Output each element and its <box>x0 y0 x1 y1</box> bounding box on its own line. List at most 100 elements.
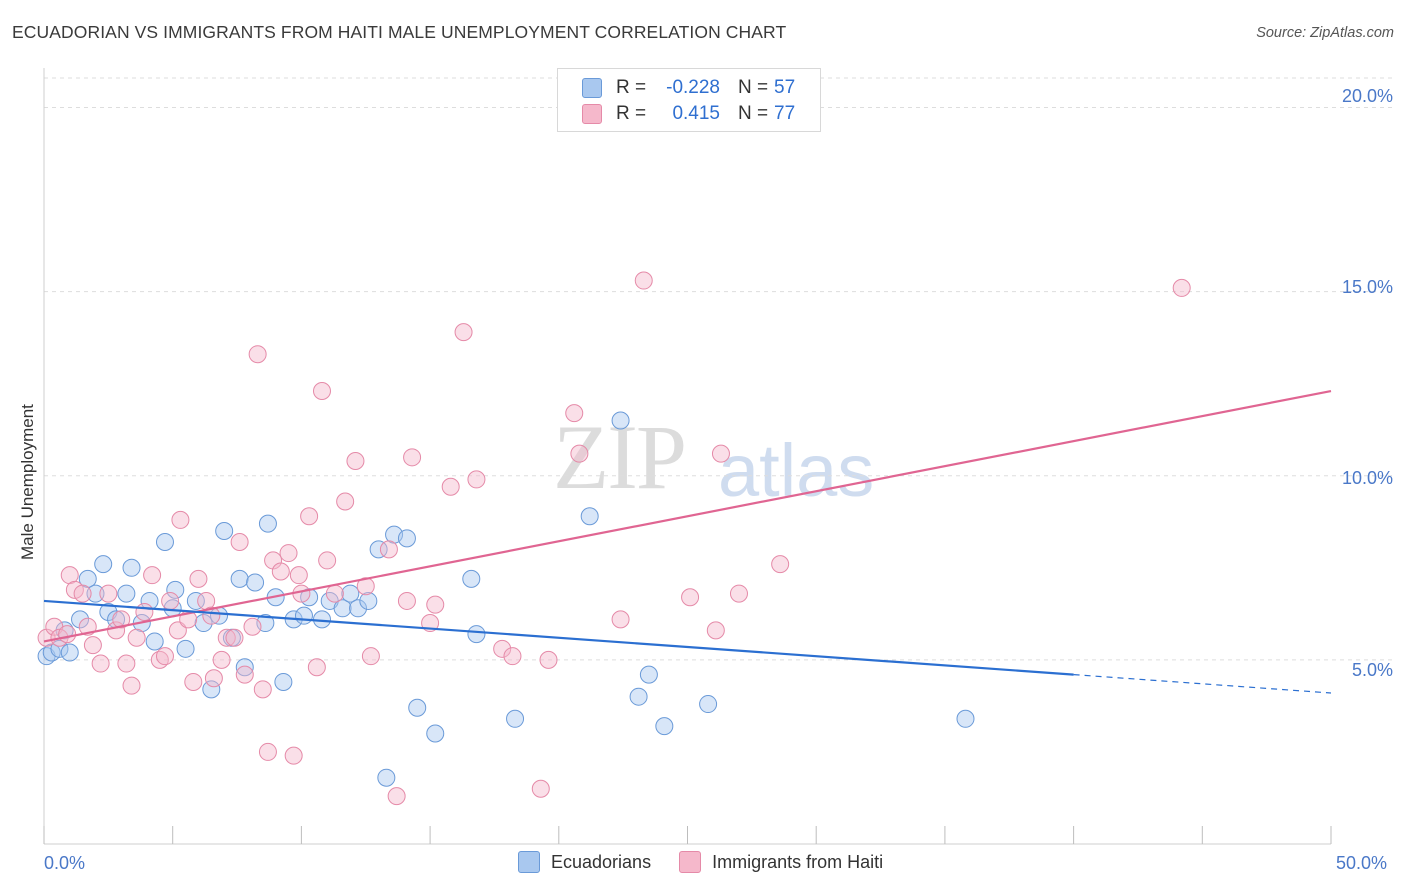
ecuadorians-point <box>145 632 164 651</box>
legend-item-ecuadorians[interactable]: Ecuadorians <box>518 851 651 873</box>
n-label: N = <box>738 103 769 124</box>
haiti-point <box>426 595 445 614</box>
ecuadorians-point <box>202 680 221 699</box>
haiti-point <box>611 610 630 629</box>
haiti-point <box>300 507 319 526</box>
haiti-point <box>634 271 653 290</box>
ecuadorians-point <box>215 521 234 540</box>
ecuadorians-point <box>274 672 293 691</box>
y-tick-20: 20.0% <box>1341 86 1393 106</box>
haiti-point <box>112 610 131 629</box>
ecuadorians-point <box>86 584 105 603</box>
haiti-point <box>155 647 174 666</box>
legend-item-haiti[interactable]: Immigrants from Haiti <box>679 851 883 873</box>
ecuadorians-point <box>117 584 136 603</box>
haiti-point <box>336 492 355 511</box>
ecuadorians-point <box>359 591 378 610</box>
r-label: R = <box>616 103 647 124</box>
haiti-point <box>204 669 223 688</box>
haiti-point <box>248 345 267 364</box>
x-tick-50: 50.0% <box>1336 853 1388 873</box>
ecuadorians-point <box>467 625 486 644</box>
haiti-point <box>184 672 203 691</box>
ecuadorians-point <box>341 584 360 603</box>
haiti-point <box>318 551 337 570</box>
ecuadorians-trend-line <box>43 599 1074 676</box>
pink-swatch <box>679 851 702 873</box>
n-value: 77 <box>774 103 796 124</box>
n-label: N = <box>738 77 769 98</box>
haiti-point <box>212 650 231 669</box>
haiti-point <box>539 650 558 669</box>
ecuadorians-point <box>194 614 213 633</box>
haiti-point <box>454 323 473 342</box>
ecuadorians-point <box>611 411 630 430</box>
haiti-point <box>729 584 748 603</box>
haiti-point <box>346 452 365 470</box>
r-value: -0.228 <box>666 77 720 98</box>
legend-label-ecuadorians: Ecuadorians <box>551 851 652 872</box>
legend-row-ecuadorians: R = -0.228 N = 57 <box>582 75 795 101</box>
haiti-point <box>99 584 118 603</box>
haiti-point <box>73 584 92 603</box>
haiti-point <box>441 477 460 496</box>
source-label: Source: ZipAtlas.com <box>1256 25 1394 41</box>
pink-swatch <box>582 104 602 124</box>
series-legend: Ecuadorians Immigrants from Haiti <box>518 851 911 873</box>
ecuadorians-point <box>462 569 481 588</box>
legend-label-haiti: Immigrants from Haiti <box>712 851 884 872</box>
ecuadorians-point <box>235 658 254 677</box>
ecuadorians-point <box>629 687 648 706</box>
ecuadorians-point <box>956 709 975 728</box>
haiti-point <box>171 510 190 529</box>
haiti-point <box>58 625 77 644</box>
watermark-atlas: atlas <box>718 429 875 512</box>
haiti-point <box>325 584 344 603</box>
r-label: R = <box>616 77 647 98</box>
haiti-point <box>189 569 208 588</box>
haiti-point <box>271 562 290 581</box>
haiti-point <box>570 444 589 463</box>
haiti-point <box>711 444 730 463</box>
haiti-point <box>235 665 254 684</box>
haiti-point <box>78 617 97 636</box>
haiti-point <box>284 746 303 765</box>
x-tick-0: 0.0% <box>44 853 86 873</box>
ecuadorians-point <box>426 724 445 743</box>
haiti-point <box>387 787 406 806</box>
axes <box>43 68 1332 845</box>
ecuadorians-point <box>230 569 249 588</box>
y-axis-label: Male Unemployment <box>18 404 37 560</box>
chart-title: ECUADORIAN VS IMMIGRANTS FROM HAITI MALE… <box>12 22 787 42</box>
haiti-point <box>150 650 169 669</box>
haiti-point <box>127 628 146 647</box>
haiti-point <box>91 654 110 673</box>
ecuadorians-point <box>349 599 368 618</box>
haiti-trend-line <box>43 389 1332 643</box>
haiti-point <box>397 591 416 610</box>
trend-lines <box>43 389 1332 694</box>
haiti-point <box>83 636 102 655</box>
haiti-point <box>503 647 522 666</box>
ecuadorians-point <box>166 580 185 599</box>
haiti-point <box>161 591 180 610</box>
ecuadorians-point <box>699 695 718 714</box>
r-value: 0.415 <box>672 103 720 124</box>
ecuadorians-point <box>94 555 113 574</box>
haiti-point <box>117 654 136 673</box>
watermark-zip: ZIP <box>553 406 687 508</box>
ecuadorians-point <box>580 507 599 526</box>
haiti-point <box>681 588 700 607</box>
ecuadorians-point <box>71 610 90 629</box>
haiti-point <box>493 639 512 658</box>
haiti-point <box>217 628 236 647</box>
ecuadorians-point <box>176 639 195 658</box>
correlation-legend: R = -0.228 N = 57 R = 0.415 N = 77 <box>557 68 821 132</box>
haiti-point <box>143 566 162 585</box>
ecuadorians-point <box>155 533 174 552</box>
ecuadorians-point <box>60 643 79 662</box>
haiti-point <box>565 404 584 423</box>
blue-swatch <box>518 851 540 873</box>
legend-row-haiti: R = 0.415 N = 77 <box>582 101 795 127</box>
